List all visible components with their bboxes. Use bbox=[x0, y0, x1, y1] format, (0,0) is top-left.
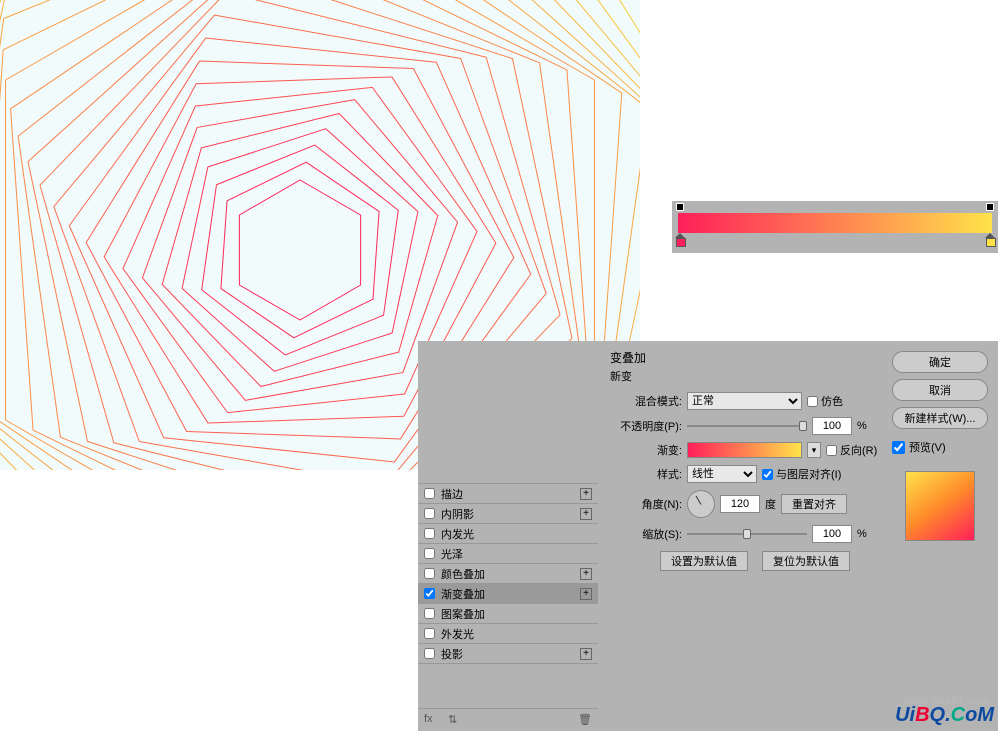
gradient-preview[interactable] bbox=[687, 442, 802, 458]
color-stop-right[interactable] bbox=[985, 233, 995, 245]
angle-dial[interactable] bbox=[687, 490, 715, 518]
color-stop-left[interactable] bbox=[675, 233, 685, 245]
style-checkbox[interactable] bbox=[424, 568, 435, 579]
opacity-stop-left[interactable] bbox=[676, 203, 684, 211]
right-column: 确定 取消 新建样式(W)... 预览(V) bbox=[888, 341, 998, 731]
new-style-button[interactable]: 新建样式(W)... bbox=[892, 407, 988, 429]
style-row-8[interactable]: 投影+ bbox=[418, 644, 598, 664]
style-checkbox[interactable] bbox=[424, 528, 435, 539]
scale-slider[interactable] bbox=[687, 527, 807, 541]
style-label: 内发光 bbox=[441, 526, 592, 542]
gradient-dropdown-icon[interactable]: ▾ bbox=[807, 442, 821, 458]
style-checkbox[interactable] bbox=[424, 608, 435, 619]
opacity-stop-right[interactable] bbox=[986, 203, 994, 211]
style-label: 投影 bbox=[441, 646, 580, 662]
preview-swatch bbox=[905, 471, 975, 541]
dither-checkbox[interactable] bbox=[807, 396, 818, 407]
settings-column: 变叠加 新变 混合模式: 正常 仿色 不透明度(P): % 渐变: ▾ 反向(R… bbox=[598, 341, 888, 731]
gradient-row: 渐变: ▾ 反向(R) bbox=[610, 442, 882, 458]
up-down-icon[interactable]: ⇅ bbox=[448, 713, 462, 727]
style-row-1[interactable]: 内阴影+ bbox=[418, 504, 598, 524]
styles-list-column: 描边+内阴影+内发光光泽颜色叠加+渐变叠加+图案叠加外发光投影+ fx ⇅ 🗑 bbox=[418, 341, 598, 731]
gradient-editor[interactable] bbox=[672, 201, 998, 253]
fx-icon[interactable]: fx bbox=[424, 713, 438, 727]
style-row-6[interactable]: 图案叠加 bbox=[418, 604, 598, 624]
reset-align-button[interactable]: 重置对齐 bbox=[781, 494, 847, 514]
style-checkbox[interactable] bbox=[424, 548, 435, 559]
style-label: 颜色叠加 bbox=[441, 566, 580, 582]
plus-icon[interactable]: + bbox=[580, 508, 592, 520]
gradient-ramp[interactable] bbox=[678, 213, 992, 233]
plus-icon[interactable]: + bbox=[580, 488, 592, 500]
preview-checkbox[interactable] bbox=[892, 441, 905, 454]
cancel-button[interactable]: 取消 bbox=[892, 379, 988, 401]
style-row: 样式: 线性 与图层对齐(I) bbox=[610, 465, 882, 483]
style-row-5[interactable]: 渐变叠加+ bbox=[418, 584, 598, 604]
layer-style-dialog: 描边+内阴影+内发光光泽颜色叠加+渐变叠加+图案叠加外发光投影+ fx ⇅ 🗑 … bbox=[418, 341, 998, 731]
blend-mode-select[interactable]: 正常 bbox=[687, 392, 802, 410]
style-row-2[interactable]: 内发光 bbox=[418, 524, 598, 544]
ok-button[interactable]: 确定 bbox=[892, 351, 988, 373]
style-label: 外发光 bbox=[441, 626, 592, 642]
blend-mode-row: 混合模式: 正常 仿色 bbox=[610, 392, 882, 410]
scale-row: 缩放(S): % bbox=[610, 525, 882, 543]
style-row-3[interactable]: 光泽 bbox=[418, 544, 598, 564]
style-select[interactable]: 线性 bbox=[687, 465, 757, 483]
opacity-input[interactable] bbox=[812, 417, 852, 435]
style-row-4[interactable]: 颜色叠加+ bbox=[418, 564, 598, 584]
style-label: 内阴影 bbox=[441, 506, 580, 522]
style-checkbox[interactable] bbox=[424, 648, 435, 659]
angle-input[interactable] bbox=[720, 495, 760, 513]
opacity-row: 不透明度(P): % bbox=[610, 417, 882, 435]
set-default-button[interactable]: 设置为默认值 bbox=[660, 551, 748, 571]
style-label: 光泽 bbox=[441, 546, 592, 562]
align-checkbox[interactable] bbox=[762, 469, 773, 480]
style-label: 渐变叠加 bbox=[441, 586, 580, 602]
section-title: 变叠加 bbox=[610, 349, 882, 366]
styles-footer: fx ⇅ 🗑 bbox=[418, 708, 598, 731]
reset-default-button[interactable]: 复位为默认值 bbox=[762, 551, 850, 571]
defaults-row: 设置为默认值 复位为默认值 bbox=[660, 551, 882, 571]
style-row-7[interactable]: 外发光 bbox=[418, 624, 598, 644]
plus-icon[interactable]: + bbox=[580, 648, 592, 660]
angle-row: 角度(N): 度 重置对齐 bbox=[610, 490, 882, 518]
scale-input[interactable] bbox=[812, 525, 852, 543]
section-subtitle: 新变 bbox=[610, 368, 882, 384]
style-label: 图案叠加 bbox=[441, 606, 592, 622]
trash-icon[interactable]: 🗑 bbox=[578, 713, 592, 727]
style-row-0[interactable]: 描边+ bbox=[418, 484, 598, 504]
style-checkbox[interactable] bbox=[424, 588, 435, 599]
plus-icon[interactable]: + bbox=[580, 588, 592, 600]
reverse-checkbox[interactable] bbox=[826, 445, 837, 456]
style-checkbox[interactable] bbox=[424, 628, 435, 639]
opacity-slider[interactable] bbox=[687, 419, 807, 433]
style-label: 描边 bbox=[441, 486, 580, 502]
style-checkbox[interactable] bbox=[424, 488, 435, 499]
watermark: UiBQ.CoM bbox=[895, 704, 994, 727]
style-checkbox[interactable] bbox=[424, 508, 435, 519]
plus-icon[interactable]: + bbox=[580, 568, 592, 580]
